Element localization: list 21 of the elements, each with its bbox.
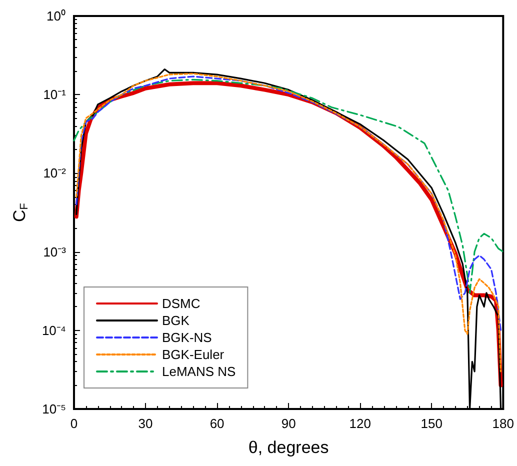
x-tick-label: 120: [349, 416, 371, 431]
legend-label: DSMC: [162, 296, 200, 311]
y-tick-label: 10⁻⁵: [42, 402, 66, 416]
y-tick-label: 10⁻⁴: [42, 322, 66, 338]
y-axis-title: CF: [10, 202, 30, 222]
line-series: [73, 78, 504, 294]
y-tick-label: 10⁻²: [43, 166, 67, 181]
legend-label: LeMANS NS: [162, 364, 236, 379]
x-tick-label: 150: [420, 416, 442, 431]
x-tick-label: 180: [492, 416, 514, 431]
x-tick-label: 30: [138, 416, 153, 431]
y-tick-label: 10⁰: [46, 8, 66, 24]
x-tick-label: 90: [281, 416, 296, 431]
legend-label: BGK: [162, 313, 190, 328]
y-tick-label: 10⁻¹: [43, 87, 67, 102]
x-tick-label: 0: [70, 416, 78, 431]
x-axis-title: θ, degrees: [248, 438, 329, 457]
legend-label: BGK-Euler: [162, 347, 225, 362]
legend-label: BGK-NS: [162, 330, 212, 345]
x-tick-label: 60: [210, 416, 224, 431]
y-tick-label: 10⁻³: [43, 244, 67, 260]
